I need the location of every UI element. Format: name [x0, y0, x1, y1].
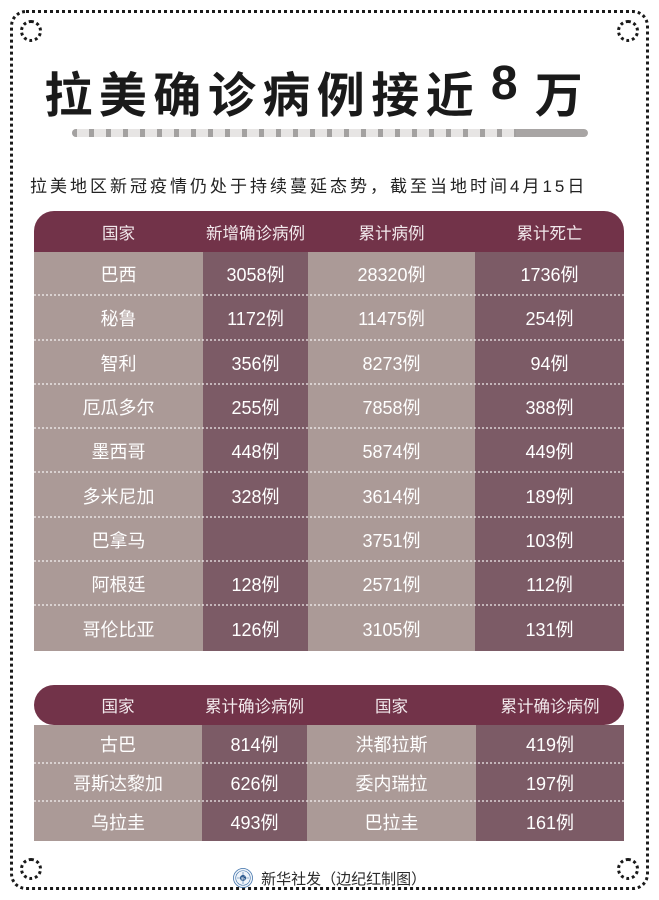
- svg-text:新: 新: [241, 875, 245, 881]
